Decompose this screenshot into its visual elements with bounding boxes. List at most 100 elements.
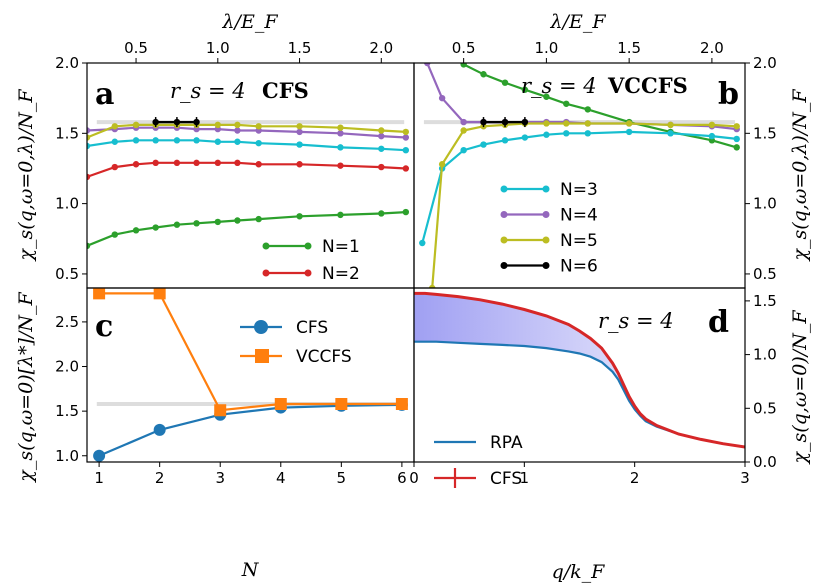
data-point-N3 xyxy=(667,130,674,137)
data-point-N1 xyxy=(521,86,529,93)
data-point-N5 xyxy=(543,120,550,127)
data-point-N3 xyxy=(132,137,140,144)
x-tick-label: 2 xyxy=(155,469,165,487)
legend-label-N1: N=1 xyxy=(322,237,360,257)
x-tick-label: 6 xyxy=(397,469,407,487)
x-tick-label: 2.0 xyxy=(369,39,393,57)
legend-marker-N5 xyxy=(542,236,550,244)
data-point-N1 xyxy=(234,217,241,224)
data-point-VCCFS xyxy=(395,398,408,410)
data-point-N1 xyxy=(563,100,570,107)
y-tick-label: 2.0 xyxy=(55,358,79,376)
y-tick-label: 0.5 xyxy=(753,399,777,417)
legend-label-RPA: RPA xyxy=(490,433,523,453)
y-tick-label: 1.0 xyxy=(55,195,79,213)
legend-marker-N3 xyxy=(500,185,508,193)
panel-frame xyxy=(86,62,415,289)
x-tick-label: 1 xyxy=(520,469,530,487)
method-label-b: VCCFS xyxy=(607,73,688,98)
ylabel-b: χ_s(q,ω=0,λ)/N_F xyxy=(789,89,811,263)
data-point-N5 xyxy=(296,123,303,130)
data-point-N5 xyxy=(625,120,633,127)
legend-marker-N6 xyxy=(542,262,550,269)
rs-annotation-a: r_s = 4 xyxy=(170,79,246,103)
data-point-N5 xyxy=(255,123,262,130)
data-point-N5 xyxy=(438,161,446,168)
plot-area xyxy=(87,117,410,250)
data-point-N3 xyxy=(193,137,200,144)
x-tick-label: 1.5 xyxy=(617,39,641,57)
data-point-N4 xyxy=(234,127,241,134)
data-point-N2 xyxy=(132,161,140,168)
data-point-N3 xyxy=(563,130,570,137)
data-point-N1 xyxy=(480,71,487,78)
data-point-N3 xyxy=(87,142,91,150)
data-point-N1 xyxy=(214,218,221,226)
data-point-N1 xyxy=(337,211,344,219)
panel-letter-b: b xyxy=(718,77,739,112)
series-line-CFS xyxy=(98,403,402,457)
legend-marker-N2 xyxy=(262,269,270,277)
data-point-N5 xyxy=(132,121,140,129)
data-point-N5 xyxy=(402,128,410,136)
data-point-N5 xyxy=(337,124,344,131)
y-tick-label: 0.0 xyxy=(753,453,777,471)
data-point-N3 xyxy=(733,135,740,143)
data-point-N2 xyxy=(255,161,262,168)
data-point-N3 xyxy=(708,132,716,140)
y-tick-label: 1.0 xyxy=(55,447,79,465)
data-point-N3 xyxy=(255,139,262,147)
data-point-N4 xyxy=(87,127,91,134)
panel-frame xyxy=(86,287,415,463)
data-point-N5 xyxy=(708,121,716,129)
series-line-CFS xyxy=(414,291,745,449)
data-point-N4 xyxy=(424,63,431,67)
x-tick-label: 1.0 xyxy=(206,39,230,57)
data-point-N4 xyxy=(438,94,446,102)
data-point-N2 xyxy=(193,159,200,167)
panel-frame xyxy=(413,287,746,463)
legend-marker-N1 xyxy=(262,242,270,250)
y-tick-label: 0.5 xyxy=(55,265,79,283)
data-point-N1 xyxy=(439,32,445,38)
data-point-N3 xyxy=(234,138,241,145)
data-point-N3 xyxy=(501,137,509,144)
data-point-N4 xyxy=(337,130,344,137)
panel-d: 0 1 2 30.0 0.5 1.0 1.5 RPA CFS xyxy=(409,287,777,489)
data-point-VCCFS xyxy=(93,288,106,300)
rs-annotation-b: r_s = 4 xyxy=(521,74,597,98)
data-point-N1 xyxy=(733,144,740,151)
method-label-a: CFS xyxy=(262,78,309,103)
data-point-N2 xyxy=(87,173,91,181)
panel-b: 0.5 1.0 1.5 2.0 0.5 1.0 1.5 2.0 N=3 N=4 N=5 N=6 xyxy=(413,32,777,289)
legend-marker-N1 xyxy=(304,242,312,250)
data-point-N3 xyxy=(337,144,344,151)
data-point-N3 xyxy=(521,134,529,141)
data-point-N3 xyxy=(584,130,591,137)
data-point-N3 xyxy=(173,137,181,144)
rs-annotation-d: r_s = 4 xyxy=(598,309,674,333)
legend-label-N3: N=3 xyxy=(560,180,598,200)
data-point-N5 xyxy=(460,127,467,134)
data-point-VCCFS xyxy=(214,404,227,417)
data-point-N4 xyxy=(460,118,467,126)
data-point-N4 xyxy=(296,128,303,136)
data-point-N3 xyxy=(402,146,410,154)
ylabel-c: χ_s(q,ω=0)[λ*]/N_F xyxy=(15,292,37,484)
data-point-N2 xyxy=(402,165,410,172)
x-tick-label: 3 xyxy=(215,469,225,487)
data-point-N2 xyxy=(337,162,344,169)
x-tick-label: 0 xyxy=(409,469,419,487)
data-point-N1 xyxy=(460,63,467,68)
data-point-N5 xyxy=(584,120,591,127)
data-point-N2 xyxy=(378,163,385,171)
y-tick-label: 1.5 xyxy=(55,402,79,420)
x-tick-label: 3 xyxy=(740,469,750,487)
data-point-N5 xyxy=(87,134,91,141)
top-xlabel-a: λ/E_F xyxy=(222,11,279,33)
data-point-N1 xyxy=(111,231,118,238)
x-tick-label: 1.0 xyxy=(534,39,558,57)
legend-label-CFS_d: CFS xyxy=(490,469,522,489)
plot-area xyxy=(414,291,745,449)
